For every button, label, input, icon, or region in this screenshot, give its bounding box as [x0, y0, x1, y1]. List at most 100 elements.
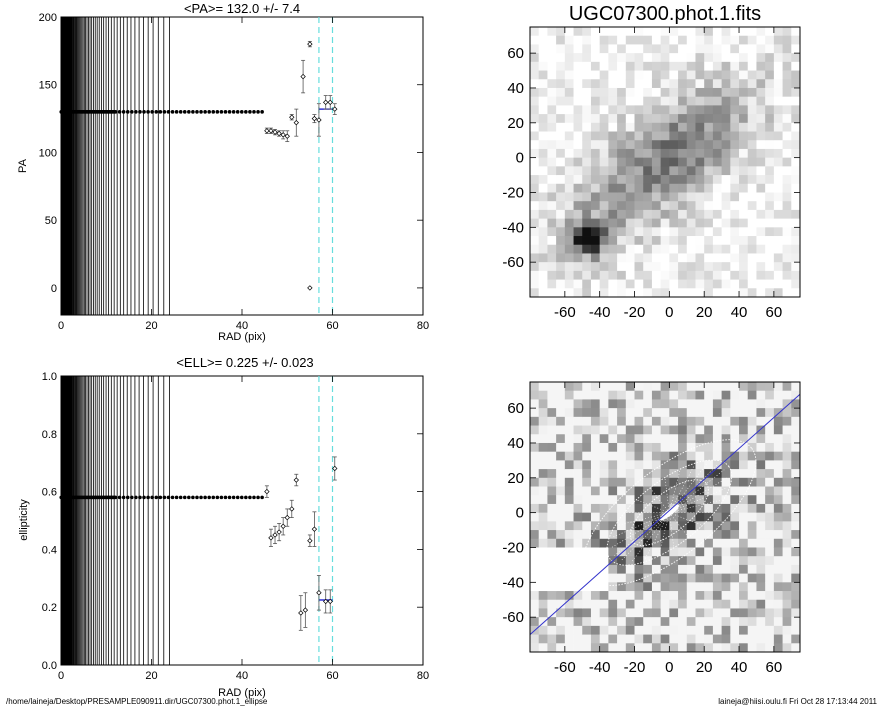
image-pixel — [608, 131, 618, 141]
image-pixel — [791, 122, 801, 132]
ellipse-image-pixel — [582, 382, 592, 392]
ellipse-image-pixel — [599, 399, 609, 409]
image-pixel — [617, 148, 627, 159]
ellipse-image-pixel — [556, 390, 566, 400]
ellipse-image-pixel — [608, 477, 618, 487]
image-pixel — [765, 270, 775, 280]
ellipse-image-pixel — [782, 416, 792, 426]
image-pixel — [721, 157, 731, 167]
image-pixel — [782, 270, 792, 280]
image-pixel — [564, 122, 574, 132]
fitted-ellipse — [582, 439, 757, 587]
image-pixel — [643, 218, 653, 228]
image-pixel — [530, 87, 540, 98]
ellipse-image-pixel — [582, 643, 592, 653]
image-pixel — [530, 166, 540, 176]
image-pixel — [634, 105, 644, 115]
ellipse-image-pixel — [651, 512, 662, 522]
ellipse-image-pixel — [704, 469, 714, 479]
ellipse-image-pixel — [773, 573, 783, 583]
image-pixel — [564, 157, 574, 167]
image-pixel — [704, 270, 714, 280]
image-pixel — [564, 227, 574, 237]
image-pixel — [721, 140, 731, 150]
ellipse-image-pixel — [625, 530, 635, 540]
ellipse-image-pixel — [651, 556, 662, 566]
image-pixel — [765, 44, 775, 54]
image-pixel — [590, 288, 601, 298]
ellipse-image-pixel — [739, 503, 749, 514]
image-pixel — [704, 44, 714, 54]
ellipse-image-pixel — [782, 425, 792, 435]
image-pixel — [547, 61, 557, 71]
image-pixel — [599, 87, 609, 98]
image-pixel — [643, 96, 653, 106]
image-pixel — [599, 270, 609, 280]
image-pixel — [730, 253, 740, 263]
image-pixel — [660, 157, 670, 167]
ellipse-image-pixel — [756, 530, 766, 540]
ellipse-image-pixel — [564, 382, 574, 392]
image-pixel — [643, 288, 653, 298]
image-pixel — [599, 201, 609, 211]
image-pixel — [530, 35, 540, 45]
image-pixel — [643, 148, 653, 159]
ellipse-image-pixel — [599, 382, 609, 392]
image-pixel — [678, 227, 688, 237]
image-pixel — [773, 166, 783, 176]
image-pixel — [747, 201, 757, 211]
ellipse-image-pixel — [608, 434, 618, 444]
image-pixel — [712, 44, 723, 54]
ellipse-image-pixel — [721, 434, 731, 444]
ellipse-image-pixel — [791, 434, 801, 444]
image-pixel — [556, 70, 566, 80]
ellipse-image-pixel — [530, 390, 540, 400]
image-pixel — [556, 96, 566, 106]
ell-data-point — [311, 526, 318, 532]
ellipse-image-pixel — [530, 521, 540, 531]
image-pixel — [538, 44, 548, 54]
ellipse-image-pixel — [599, 634, 609, 644]
ellipse-image-pixel — [712, 625, 723, 635]
image-pixel — [651, 44, 662, 54]
ellipse-image-pixel — [721, 591, 731, 601]
image-pixel — [747, 192, 757, 202]
ellipse-image-pixel — [678, 582, 688, 592]
image-pixel — [556, 192, 566, 202]
ellipse-image-pixel — [651, 538, 662, 548]
image-pixel — [669, 236, 679, 246]
image-pixel — [530, 288, 540, 298]
image-pixel — [704, 70, 714, 80]
ellipse-image-pixel — [573, 425, 583, 435]
ellipse-image-pixel — [538, 625, 548, 635]
image-pixel — [686, 166, 696, 176]
image-pixel — [590, 175, 601, 185]
ellipse-image-pixel — [773, 408, 783, 418]
ellipse-image-pixel — [712, 634, 723, 644]
image-pixel — [538, 288, 548, 298]
ellipse-image-pixel — [590, 469, 601, 479]
image-pixel — [686, 288, 696, 298]
image-pixel — [590, 244, 601, 254]
ellipse-image-pixel — [791, 486, 801, 496]
ell-flat-point — [162, 495, 167, 500]
image-pixel — [782, 27, 792, 37]
fitted-ellipse — [629, 479, 709, 546]
image-pixel — [756, 157, 766, 167]
image-pixel — [695, 201, 705, 211]
ellipse-image-pixel — [704, 608, 714, 618]
image-pixel — [739, 35, 749, 45]
image-pixel — [721, 122, 731, 132]
image-pixel — [643, 209, 653, 220]
footer-path: /home/laineja/Desktop/PRESAMPLE090911.di… — [6, 697, 268, 706]
image-pixel — [678, 218, 688, 228]
ellipse-image-pixel — [747, 469, 757, 479]
image-pixel — [686, 244, 696, 254]
image-pixel — [599, 44, 609, 54]
image-pixel — [582, 288, 592, 298]
pa-data-point — [327, 99, 333, 106]
image-pixel — [765, 131, 775, 141]
image-pixel — [530, 192, 540, 202]
ellipse-image-pixel — [721, 608, 731, 618]
